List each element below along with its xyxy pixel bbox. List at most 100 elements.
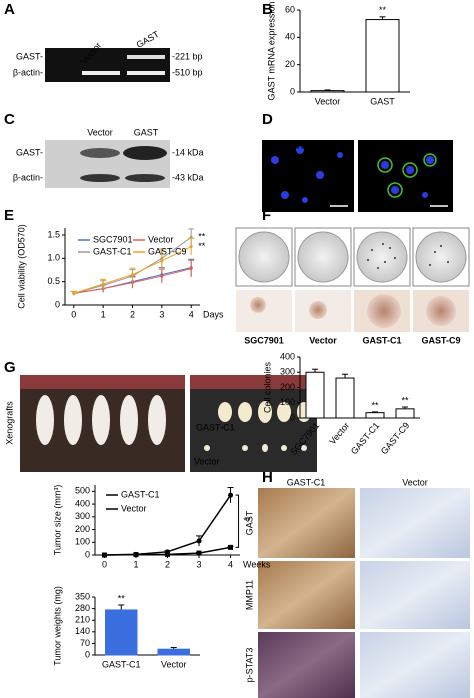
x-tick-label: 4	[228, 559, 233, 569]
marker	[189, 245, 193, 249]
image-label: GAST-C1	[196, 422, 235, 432]
row-label: p-STAT3	[244, 648, 254, 683]
annotation: **	[244, 516, 252, 526]
y-tick-label: 500	[75, 486, 90, 496]
x-tick-label: 2	[130, 309, 135, 319]
annotation: **	[198, 241, 206, 251]
gast-stain	[377, 153, 437, 198]
y-tick-label: 100	[75, 537, 90, 547]
ihc-image	[360, 488, 470, 558]
x-tick-label: 4	[189, 309, 194, 319]
ihc-image	[258, 488, 355, 558]
x-tick-label: 3	[197, 559, 202, 569]
x-tick-label: Vector	[315, 96, 341, 106]
legend-label: GAST-C1	[93, 246, 132, 256]
bar	[335, 377, 355, 419]
image-label: GAST-C1	[362, 335, 401, 345]
lane-label: Vector	[87, 127, 113, 137]
x-tick-label: 1	[133, 559, 138, 569]
marker	[196, 550, 202, 556]
x-tick-label: 2	[165, 559, 170, 569]
y-tick-label: 280	[75, 603, 90, 613]
gel	[45, 48, 170, 82]
annotation: **	[379, 5, 387, 15]
panel-letter: C	[4, 111, 15, 128]
bar	[157, 648, 190, 656]
significance-bracket	[235, 494, 240, 548]
y-tick-label: 40	[285, 32, 295, 42]
x-tick-label: 1	[101, 309, 106, 319]
y-tick-label: 300	[280, 367, 295, 377]
x-tick-label: GAST	[370, 96, 395, 106]
y-tick-label: 400	[75, 498, 90, 508]
side-label: Xenografts	[4, 401, 14, 445]
band	[127, 55, 165, 59]
x-tick-label: Vector	[327, 420, 351, 446]
y-tick-label: 1.0	[47, 253, 60, 263]
y-axis-label: Tumor size (mm³)	[52, 485, 62, 556]
photo-ruler	[20, 375, 185, 389]
legend-label: Vector	[121, 503, 147, 513]
image-label: Vector	[194, 456, 220, 466]
annotation: **	[118, 593, 126, 603]
y-tick-label: 60	[285, 4, 295, 14]
x-tick-label: GAST-C1	[102, 659, 141, 669]
image	[262, 140, 354, 212]
image-label: Vector	[295, 140, 321, 150]
bar	[105, 609, 138, 656]
band	[125, 174, 165, 182]
annotation: **	[198, 232, 206, 242]
dishes	[235, 227, 470, 332]
legend-label: Vector	[148, 234, 174, 244]
y-tick-label: 1.5	[47, 229, 60, 239]
marker	[165, 551, 170, 557]
x-axis-label: Weeks	[243, 559, 271, 569]
x-tick-label: Vector	[161, 659, 187, 669]
y-tick-label: 200	[75, 524, 90, 534]
y-axis-label: Cell colonies	[262, 361, 272, 413]
bar	[305, 371, 325, 419]
y-tick-label: 0	[85, 649, 90, 659]
bar	[365, 19, 400, 93]
panel-letter: F	[262, 207, 271, 224]
band	[127, 71, 165, 75]
x-axis-label: Days	[203, 309, 224, 319]
image-label: GAST-C9	[421, 335, 460, 345]
panel-letter: G	[4, 359, 16, 376]
annotation: **	[401, 395, 409, 405]
marker	[228, 492, 234, 498]
image-label: Vector	[309, 335, 337, 345]
y-tick-label: 350	[75, 591, 90, 601]
panel-letter: B	[262, 1, 273, 18]
row-label: GAST-	[16, 147, 43, 157]
x-tick-label: GAST-C1	[349, 420, 381, 456]
panel-letter: D	[262, 111, 273, 128]
panel-letter: A	[4, 1, 15, 18]
panel-letter: H	[262, 469, 273, 486]
row-label: GAST-	[16, 51, 43, 61]
x-tick-label: 0	[102, 559, 107, 569]
mice	[36, 395, 166, 445]
size-label: -43 kDa	[172, 172, 204, 182]
y-axis-label: Tumor weights (mg)	[52, 586, 62, 666]
marker	[72, 291, 76, 295]
column-label: Vector	[402, 477, 428, 487]
y-tick-label: 210	[75, 615, 90, 625]
y-tick-label: 0	[85, 549, 90, 559]
y-tick-label: 400	[280, 351, 295, 361]
band	[80, 148, 120, 158]
size-label: -221 bp	[172, 51, 203, 61]
marker	[160, 259, 164, 263]
row-label: β-actin-	[13, 172, 43, 182]
x-tick-label: GAST-C9	[379, 420, 411, 456]
y-tick-label: 140	[75, 626, 90, 636]
y-tick-label: 20	[285, 59, 295, 69]
column-label: GAST-C1	[287, 477, 326, 487]
lane-label: GAST	[134, 127, 159, 137]
marker	[228, 544, 234, 550]
row-label: GAST	[244, 510, 254, 535]
photo-ruler	[190, 375, 317, 389]
y-tick-label: 300	[75, 511, 90, 521]
size-label: -510 bp	[172, 67, 203, 77]
image-label: SGC7901	[244, 335, 284, 345]
